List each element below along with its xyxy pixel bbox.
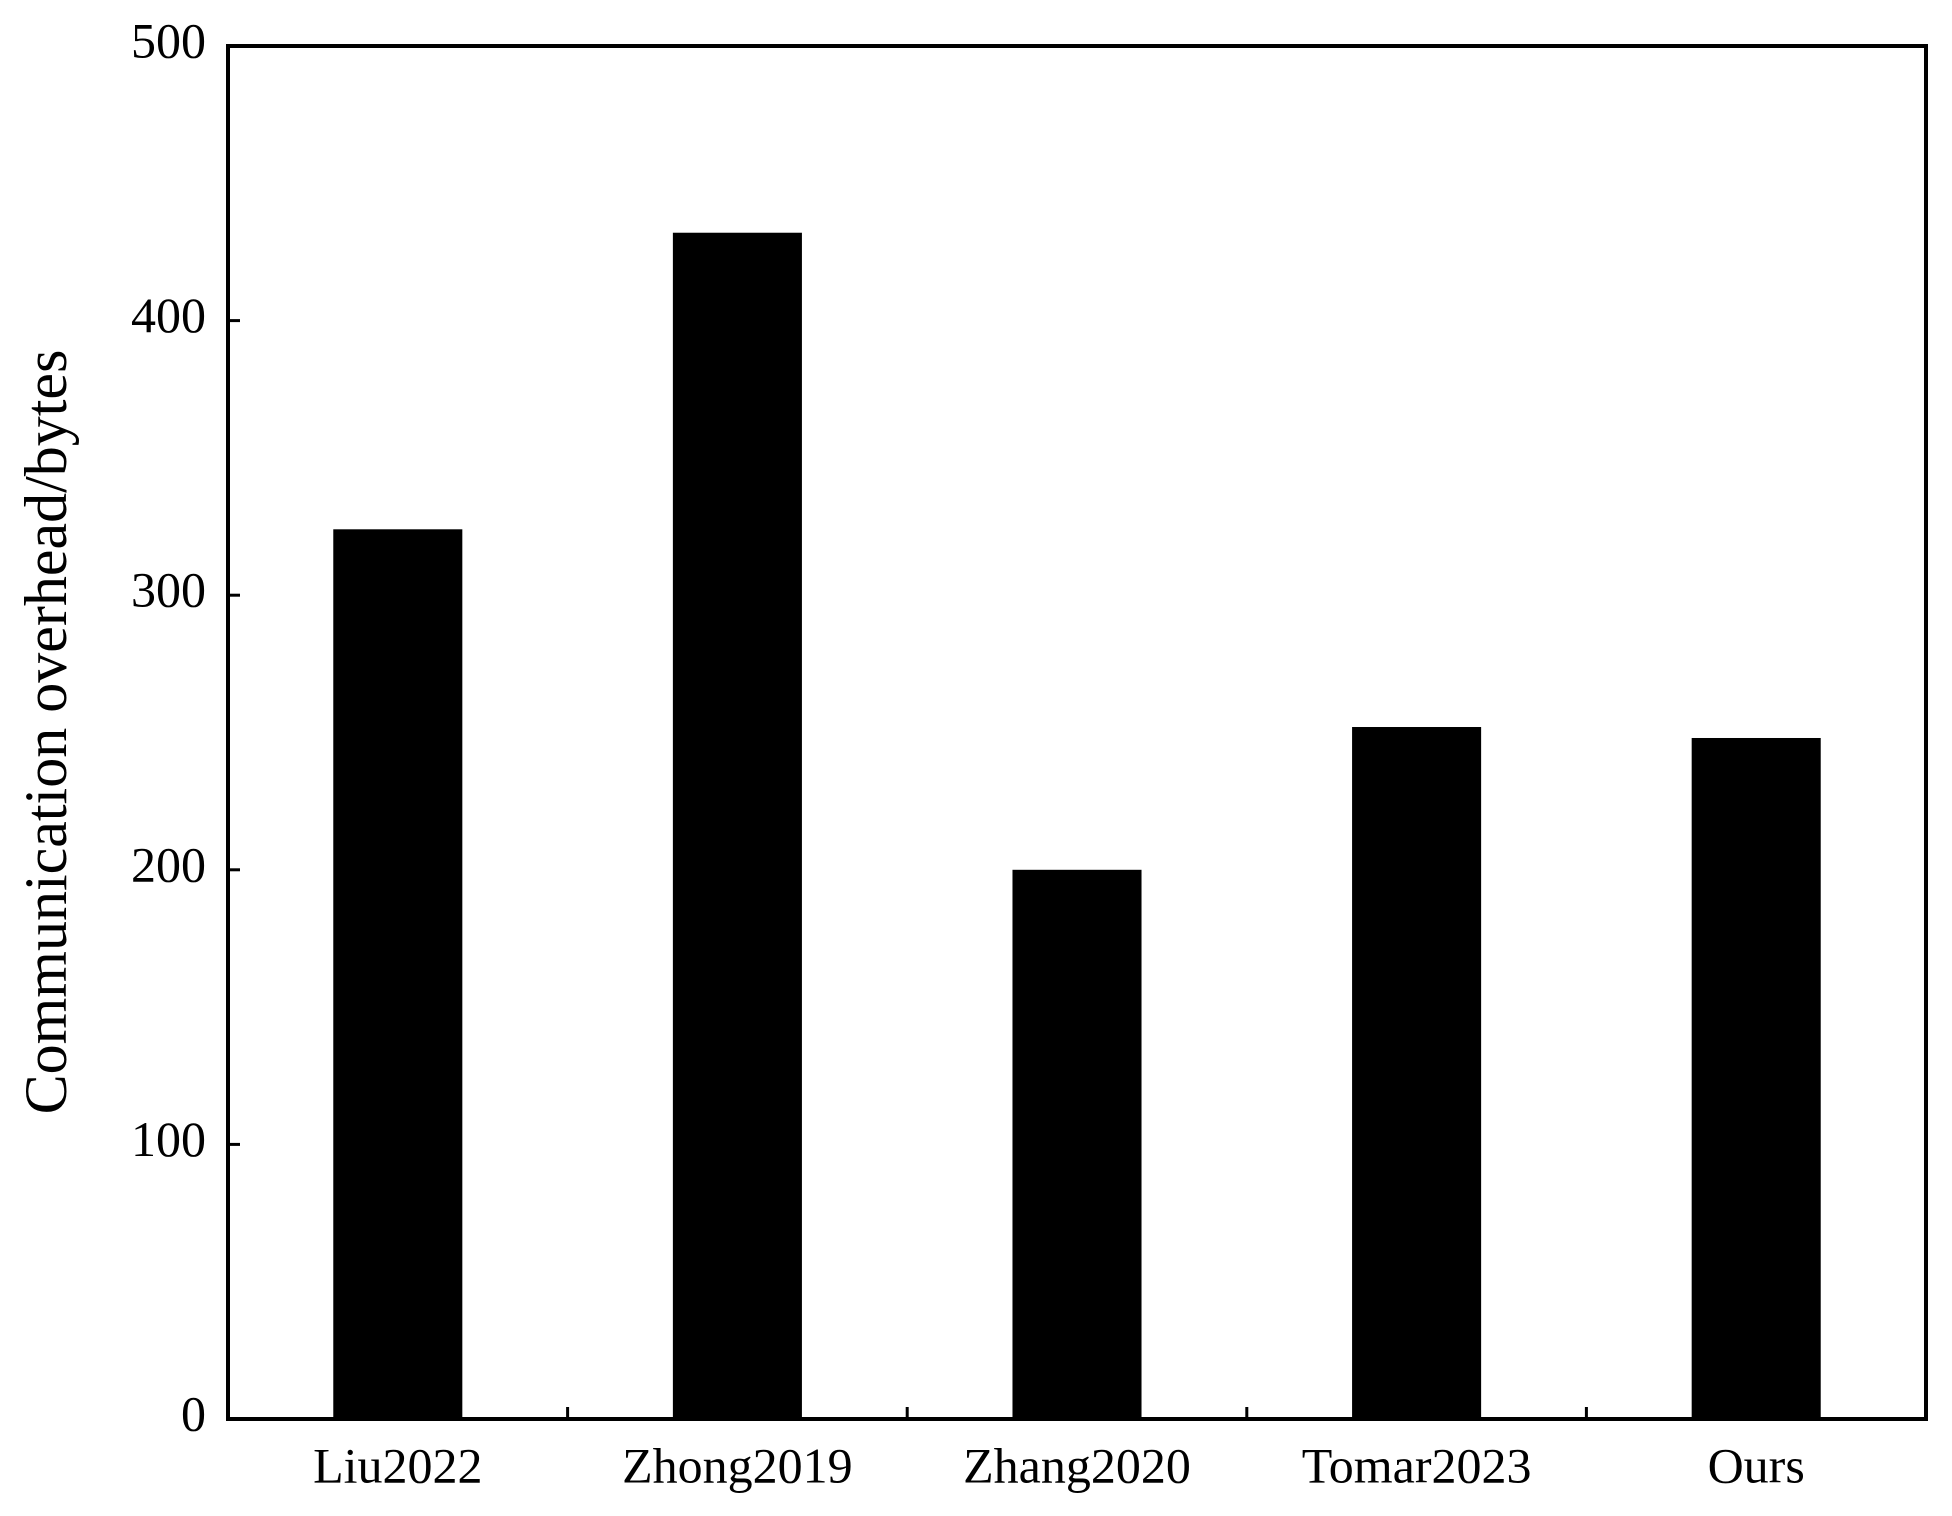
y-tick-label: 200	[131, 836, 206, 892]
x-tick-label: Zhang2020	[963, 1437, 1191, 1493]
y-tick-label: 300	[131, 562, 206, 618]
x-tick-label: Zhong2019	[622, 1437, 853, 1493]
x-tick-label: Ours	[1708, 1437, 1805, 1493]
y-tick-label: 0	[181, 1385, 206, 1441]
y-tick-label: 100	[131, 1111, 206, 1167]
plot-frame	[226, 44, 1928, 1421]
x-tick-label: Tomar2023	[1302, 1437, 1532, 1493]
bar	[333, 529, 463, 1419]
y-tick-label: 500	[131, 12, 206, 68]
x-tick-label: Liu2022	[313, 1437, 482, 1493]
bar	[672, 232, 802, 1419]
bar	[1352, 727, 1482, 1419]
y-axis-title: Communication overhead/bytes	[13, 350, 79, 1115]
bar	[1012, 869, 1142, 1419]
y-tick-label: 400	[131, 287, 206, 343]
bar	[1691, 737, 1821, 1419]
